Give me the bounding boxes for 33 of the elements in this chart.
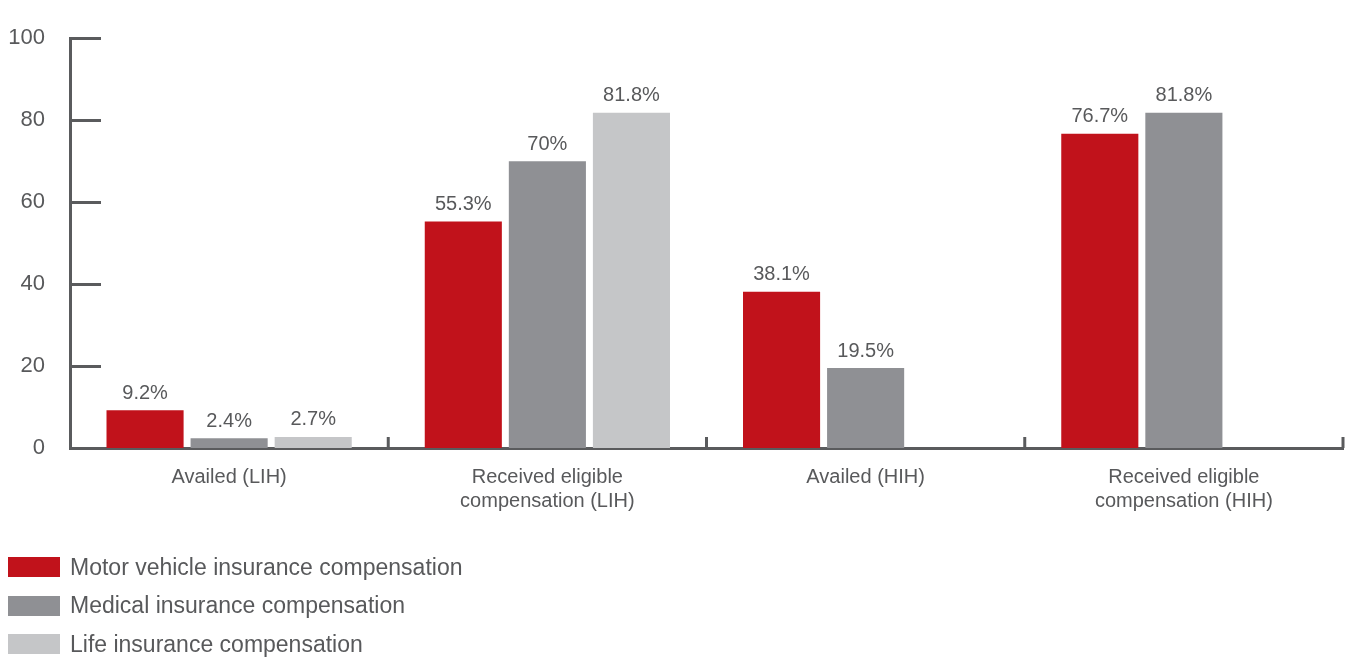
bar xyxy=(827,368,905,448)
data-label: 38.1% xyxy=(753,262,811,285)
data-label: 81.8% xyxy=(603,83,661,106)
x-tick-label: Received eligible compensation (LIH) xyxy=(460,464,635,511)
data-label: 2.4% xyxy=(206,408,253,431)
legend-label: Life insurance compensation xyxy=(70,630,363,658)
data-label: 2.7% xyxy=(290,407,337,430)
bar xyxy=(508,161,586,448)
y-tick-label: 60 xyxy=(20,188,45,214)
bar xyxy=(106,410,184,448)
data-label: 55.3% xyxy=(434,191,492,214)
legend-label: Medical insurance compensation xyxy=(70,592,405,620)
x-tick-label: Received eligible compensation (HIH) xyxy=(1094,464,1273,511)
data-label: 76.7% xyxy=(1071,104,1129,127)
bar xyxy=(743,291,821,448)
y-tick-label: 20 xyxy=(20,352,45,378)
bar xyxy=(1145,112,1223,448)
data-label: 9.2% xyxy=(122,380,169,403)
x-tick-label: Availed (LIH) xyxy=(171,464,287,487)
bar xyxy=(274,436,352,448)
data-label: 19.5% xyxy=(837,338,895,361)
y-tick-label: 100 xyxy=(8,24,45,50)
x-tick-label: Availed (HIH) xyxy=(806,464,925,487)
y-tick-label: 80 xyxy=(20,106,45,132)
y-tick-label: 40 xyxy=(20,270,45,296)
bar xyxy=(1061,133,1139,448)
bar xyxy=(424,221,502,448)
legend-label: Motor vehicle insurance compensation xyxy=(70,553,463,581)
data-label: 70% xyxy=(527,131,568,154)
bar xyxy=(592,112,670,448)
data-label: 81.8% xyxy=(1155,83,1213,106)
y-tick-label: 0 xyxy=(32,434,45,460)
bar xyxy=(190,438,268,448)
